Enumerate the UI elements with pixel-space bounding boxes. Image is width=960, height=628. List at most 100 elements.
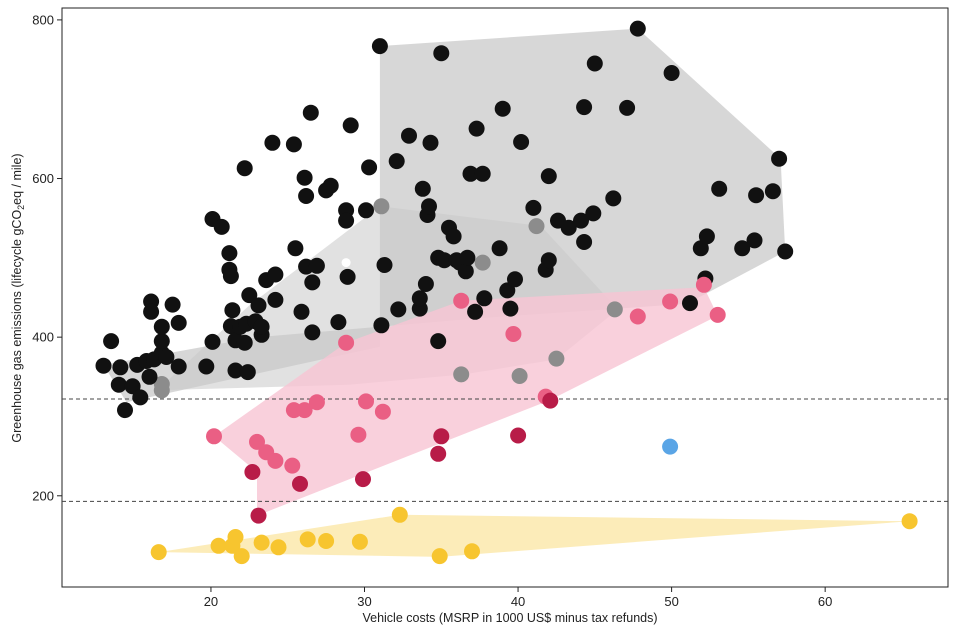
- data-point: [341, 258, 351, 268]
- data-point: [293, 303, 310, 320]
- data-point: [605, 190, 622, 207]
- data-point: [95, 357, 112, 374]
- data-point: [153, 382, 170, 399]
- data-point: [117, 402, 133, 419]
- data-point: [296, 402, 313, 419]
- data-point: [236, 334, 253, 351]
- data-point: [227, 362, 244, 379]
- data-point: [270, 539, 287, 556]
- reference-lines: [62, 398, 948, 502]
- data-point: [453, 366, 470, 383]
- data-point: [390, 301, 407, 318]
- data-point: [143, 303, 160, 320]
- y-axis-label-part-2: eq / mile): [10, 153, 24, 204]
- data-point: [233, 548, 250, 565]
- data-point: [391, 506, 408, 523]
- data-point: [401, 127, 417, 144]
- hull-region: [158, 514, 910, 557]
- data-point: [253, 318, 270, 335]
- data-point: [421, 198, 437, 215]
- data-point: [132, 389, 149, 406]
- data-point: [373, 198, 390, 215]
- data-point: [292, 475, 308, 492]
- data-point: [525, 199, 542, 216]
- y-tick-label: 600: [32, 171, 54, 186]
- data-point: [505, 326, 522, 342]
- data-point: [267, 291, 284, 308]
- data-point: [513, 134, 530, 150]
- data-point: [467, 303, 484, 320]
- data-point: [244, 464, 261, 480]
- data-point: [663, 65, 680, 81]
- x-axis-label: Vehicle costs (MSRP in 1000 US$ minus ta…: [362, 611, 657, 625]
- data-point: [573, 212, 589, 229]
- data-point: [528, 218, 545, 235]
- data-point: [224, 302, 241, 319]
- data-point: [221, 245, 238, 262]
- data-point: [239, 364, 256, 381]
- data-point: [734, 240, 751, 257]
- data-point: [511, 368, 528, 384]
- data-point: [150, 544, 167, 561]
- y-axis-label-subscript: 2: [16, 205, 26, 210]
- data-point: [576, 99, 593, 116]
- points-layer: [95, 20, 918, 565]
- data-point: [629, 20, 646, 37]
- data-point: [153, 333, 170, 350]
- data-point: [110, 376, 127, 393]
- data-point: [499, 282, 516, 299]
- data-point: [285, 136, 302, 153]
- y-tick-label: 200: [32, 488, 54, 503]
- data-point: [629, 308, 646, 325]
- data-point: [355, 471, 371, 488]
- data-point: [422, 134, 439, 151]
- data-point: [436, 252, 453, 269]
- data-point: [901, 513, 918, 530]
- data-point: [296, 169, 313, 186]
- data-point: [338, 334, 355, 351]
- x-tick-label: 20: [204, 594, 218, 609]
- data-point: [576, 234, 593, 250]
- data-point: [692, 240, 709, 257]
- data-point: [287, 240, 304, 257]
- data-point: [491, 240, 508, 257]
- data-point: [777, 243, 794, 260]
- data-point: [112, 359, 129, 376]
- data-point: [342, 117, 359, 134]
- data-point: [445, 228, 462, 245]
- data-point: [241, 287, 258, 304]
- data-point: [510, 427, 527, 444]
- data-point: [459, 249, 476, 266]
- data-point: [267, 266, 284, 283]
- data-point: [376, 257, 393, 273]
- data-point: [662, 438, 679, 455]
- data-point: [709, 306, 726, 323]
- data-point: [411, 290, 428, 307]
- data-point: [371, 38, 388, 55]
- data-point: [222, 268, 239, 285]
- data-point: [468, 120, 485, 137]
- data-point: [476, 290, 493, 307]
- data-point: [338, 212, 355, 229]
- data-point: [170, 358, 187, 375]
- data-point: [361, 159, 378, 176]
- data-point: [764, 183, 781, 200]
- data-point: [711, 180, 728, 197]
- data-point: [414, 180, 431, 197]
- data-point: [358, 202, 374, 219]
- data-point: [350, 426, 367, 443]
- data-point: [464, 543, 480, 560]
- data-point: [158, 349, 175, 365]
- data-point: [746, 232, 763, 249]
- data-point: [153, 318, 170, 335]
- data-point: [748, 187, 765, 204]
- data-point: [213, 218, 230, 235]
- data-point: [433, 45, 450, 62]
- data-point: [430, 445, 447, 462]
- data-point: [198, 358, 215, 375]
- data-point: [540, 252, 557, 269]
- data-point: [339, 268, 356, 285]
- data-point: [358, 393, 374, 410]
- data-point: [540, 168, 557, 185]
